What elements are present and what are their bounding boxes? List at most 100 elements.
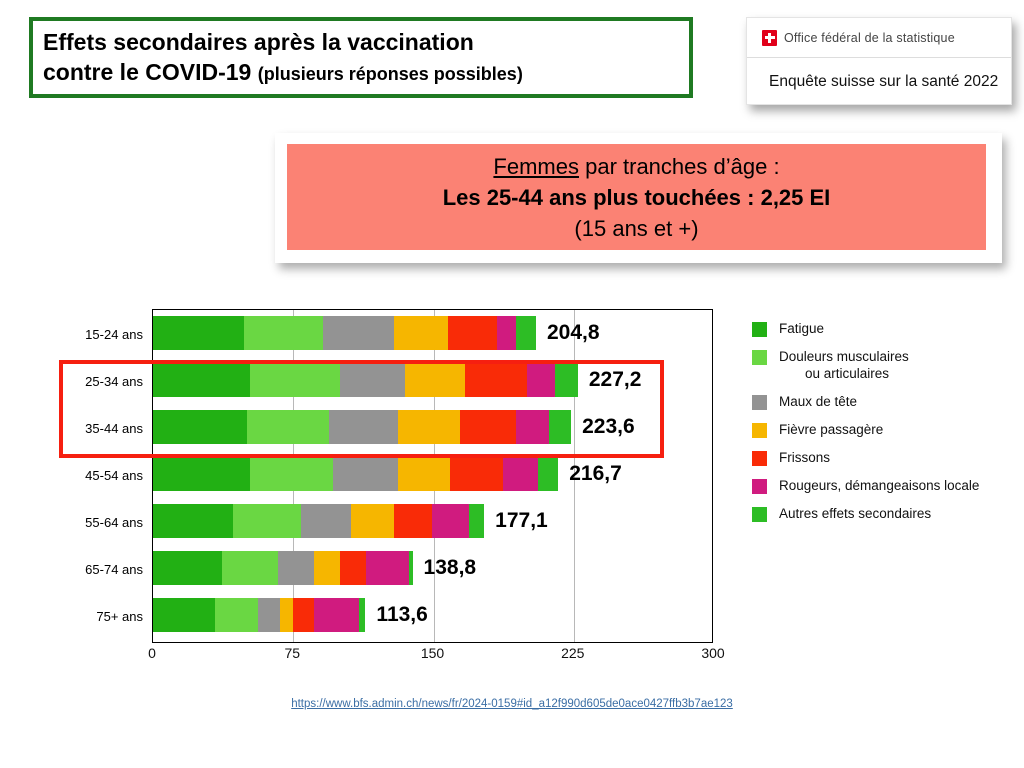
bar-segment[interactable] xyxy=(358,598,366,632)
callout-line-2: Les 25-44 ans plus touchées : 2,25 EI xyxy=(442,184,831,210)
bar-segment[interactable] xyxy=(153,363,251,397)
bar-segment[interactable] xyxy=(339,363,406,397)
bar-segment[interactable] xyxy=(233,504,301,538)
stacked-bar[interactable] xyxy=(153,504,485,538)
bar-row xyxy=(153,504,712,538)
stacked-bar[interactable] xyxy=(153,598,366,632)
bar-row xyxy=(153,363,712,397)
bar-segment[interactable] xyxy=(409,551,413,585)
bar-segment[interactable] xyxy=(300,504,352,538)
legend-item[interactable]: Douleurs musculaires ou articulaires xyxy=(752,348,1020,382)
legend-item[interactable]: Rougeurs, démangeaisons locale xyxy=(752,477,1020,494)
y-axis-label: 55-64 ans xyxy=(85,515,143,530)
bar-segment[interactable] xyxy=(431,504,469,538)
stacked-bar[interactable] xyxy=(153,457,559,491)
bar-segment[interactable] xyxy=(153,504,234,538)
bar-segment[interactable] xyxy=(328,410,398,444)
bar-segment[interactable] xyxy=(313,551,340,585)
survey-row: Enquête suisse sur la santé 2022 xyxy=(747,58,1011,105)
page-subtitle-main: contre le COVID-19 xyxy=(43,59,252,85)
bar-segment[interactable] xyxy=(465,363,527,397)
legend-item[interactable]: Fièvre passagère xyxy=(752,421,1020,438)
bar-segment[interactable] xyxy=(502,457,539,491)
y-axis-label: 25-34 ans xyxy=(85,374,143,389)
bar-segment[interactable] xyxy=(257,598,281,632)
source-link[interactable]: https://www.bfs.admin.ch/news/fr/2024-01… xyxy=(291,698,733,710)
bar-total-label: 223,6 xyxy=(582,415,635,438)
bar-segment[interactable] xyxy=(450,457,503,491)
bar-segment[interactable] xyxy=(322,316,395,350)
stacked-bar[interactable] xyxy=(153,551,413,585)
bfs-logo-card: Office fédéral de la statistique Enquête… xyxy=(746,17,1012,105)
bar-segment[interactable] xyxy=(313,598,359,632)
bfs-office-row: Office fédéral de la statistique xyxy=(747,18,1011,58)
bar-segment[interactable] xyxy=(153,598,215,632)
legend-swatch-icon xyxy=(752,395,767,410)
bar-total-label: 204,8 xyxy=(546,321,600,344)
bar-segment[interactable] xyxy=(448,316,498,350)
bar-segment[interactable] xyxy=(153,457,251,491)
legend-item[interactable]: Maux de tête xyxy=(752,393,1020,410)
stacked-bar[interactable] xyxy=(153,316,536,350)
y-axis-labels: 15-24 ans 25-34 ans 35-44 ans 45-54 ans 55-6… xyxy=(0,309,152,643)
bar-segment[interactable] xyxy=(153,551,223,585)
bfs-office-label: Office fédéral de la statistique xyxy=(784,30,955,45)
bar-rows xyxy=(153,310,712,642)
bar-segment[interactable] xyxy=(250,457,333,491)
bar-segment[interactable] xyxy=(394,316,449,350)
bar-segment[interactable] xyxy=(397,457,451,491)
bar-segment[interactable] xyxy=(214,598,258,632)
legend-item[interactable]: Autres effets secondaires xyxy=(752,505,1020,522)
bar-segment[interactable] xyxy=(468,504,485,538)
legend-label: Maux de tête xyxy=(779,394,858,409)
bar-segment[interactable] xyxy=(153,316,244,350)
bar-total-label: 113,6 xyxy=(376,603,428,626)
bar-segment[interactable] xyxy=(515,410,550,444)
bar-segment[interactable] xyxy=(366,551,410,585)
bar-segment[interactable] xyxy=(538,457,559,491)
legend-item[interactable]: Frissons xyxy=(752,449,1020,466)
bar-segment[interactable] xyxy=(332,457,398,491)
bar-segment[interactable] xyxy=(278,551,314,585)
plot-area xyxy=(152,309,713,643)
bar-segment[interactable] xyxy=(280,598,294,632)
bar-total-label: 216,7 xyxy=(569,462,622,485)
page-title: Effets secondaires après la vaccination xyxy=(43,29,474,55)
y-axis-label: 35-44 ans xyxy=(85,421,143,436)
x-axis-tick: 225 xyxy=(561,645,585,661)
x-axis-tick: 0 xyxy=(148,645,156,661)
bar-segment[interactable] xyxy=(222,551,279,585)
bar-row xyxy=(153,316,712,350)
bar-row xyxy=(153,457,712,491)
bar-segment[interactable] xyxy=(243,316,323,350)
bar-segment[interactable] xyxy=(526,363,555,397)
bar-segment[interactable] xyxy=(293,598,314,632)
bar-segment[interactable] xyxy=(246,410,329,444)
bar-segment[interactable] xyxy=(397,410,460,444)
page-subtitle-note: (plusieurs réponses possibles) xyxy=(257,64,523,84)
bar-segment[interactable] xyxy=(250,363,340,397)
bar-segment[interactable] xyxy=(555,363,578,397)
y-axis-label: 75+ ans xyxy=(96,609,143,624)
legend-item[interactable]: Fatigue xyxy=(752,320,1020,337)
legend-swatch-icon xyxy=(752,479,767,494)
legend-label: Fièvre passagère xyxy=(779,422,884,437)
bar-segment[interactable] xyxy=(549,410,572,444)
callout-line-3: (15 ans et +) xyxy=(574,215,699,241)
bar-segment[interactable] xyxy=(394,504,432,538)
callout-line-1-rest: par tranches d’âge : xyxy=(578,153,780,179)
bar-segment[interactable] xyxy=(339,551,367,585)
stacked-bar[interactable] xyxy=(153,363,578,397)
legend-swatch-icon xyxy=(752,423,767,438)
legend-swatch-icon xyxy=(752,350,767,365)
bar-segment[interactable] xyxy=(405,363,466,397)
swiss-shield-icon xyxy=(762,29,777,46)
x-axis-tick: 300 xyxy=(701,645,725,661)
bar-segment[interactable] xyxy=(459,410,516,444)
bar-segment[interactable] xyxy=(153,410,247,444)
bar-segment[interactable] xyxy=(497,316,516,350)
bar-segment[interactable] xyxy=(351,504,395,538)
bar-total-label: 227,2 xyxy=(588,368,642,391)
stacked-bar[interactable] xyxy=(153,410,572,444)
bar-segment[interactable] xyxy=(515,316,536,350)
